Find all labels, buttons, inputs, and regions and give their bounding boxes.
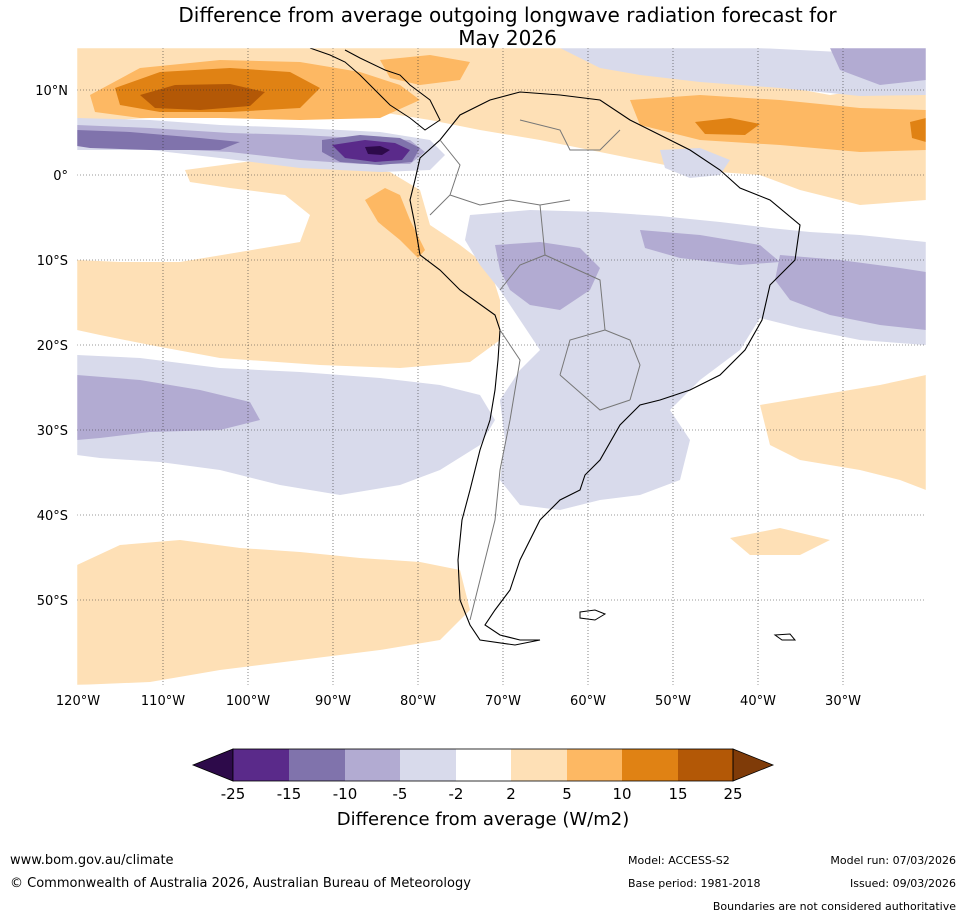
footer-issued: Issued: 09/03/2026 [849, 877, 956, 890]
colorbar-label: Difference from average (W/m2) [337, 809, 629, 830]
colorbar-extend-min [191, 748, 234, 782]
lon-label: 80°W [400, 694, 436, 709]
footer-model-run: Model run: 07/03/2026 [830, 854, 956, 867]
colorbar-swatch [567, 749, 622, 781]
contour-neg-25-colombia [365, 146, 390, 155]
title-line-1: Difference from average outgoing longwav… [178, 3, 837, 27]
colorbar-swatch [456, 749, 511, 781]
lat-label: 40°S [37, 509, 68, 524]
contour-pos-10-15-east [910, 118, 926, 142]
contour-pos-10-15-atlantic [695, 118, 760, 135]
footer-base-period: Base period: 1981-2018 [628, 877, 761, 890]
lat-label: 10°S [37, 254, 68, 269]
lon-label: 30°W [825, 694, 861, 709]
title-line-2: May 2026 [458, 26, 557, 50]
graticule [77, 48, 926, 685]
lon-label: 70°W [485, 694, 521, 709]
lat-label: 50°S [37, 594, 68, 609]
contour-pos-south-pacific [77, 540, 470, 685]
country-borders [429, 119, 641, 621]
map-frame [76, 47, 927, 686]
colorbar-tick: -5 [393, 785, 408, 803]
colorbar-swatch [345, 749, 400, 781]
colorbar-tick: -10 [333, 785, 358, 803]
contour-neg-5-10-brazil [495, 242, 600, 310]
lat-label: 30°S [37, 424, 68, 439]
contour-neg-10-15-itcz [77, 130, 240, 150]
contour-neg-5-10-atlantic [775, 255, 926, 330]
footer-copyright: © Commonwealth of Australia 2026, Austra… [10, 876, 471, 891]
contour-neg-5-10-pacific [77, 375, 260, 440]
lon-label: 110°W [141, 694, 185, 709]
colorbar-tick: 2 [506, 785, 516, 803]
colorbar: -25 -15 -10 -5 -2 2 5 10 15 25 Differenc… [191, 748, 775, 830]
colorbar-swatch [511, 749, 567, 781]
anomaly-contours [77, 48, 926, 685]
colorbar-tick: -25 [221, 785, 246, 803]
colorbar-swatch [622, 749, 678, 781]
lon-label: 40°W [740, 694, 776, 709]
chart-title: Difference from average outgoing longwav… [0, 4, 965, 50]
lat-label: 20°S [37, 339, 68, 354]
contour-pos-south-atlantic-2 [730, 528, 830, 555]
falkland-islands [579, 609, 607, 621]
colorbar-tick: -2 [449, 785, 464, 803]
colorbar-tick: 15 [668, 785, 687, 803]
colorbar-outline [232, 748, 734, 782]
colorbar-tick: 25 [723, 785, 742, 803]
contour-neg-atlantic-north [560, 48, 926, 96]
colorbar-swatch [289, 749, 345, 781]
colorbar-tick: -15 [277, 785, 302, 803]
south-georgia [773, 633, 797, 641]
contour-neg-5-10-atlantic-n [830, 48, 926, 85]
lon-label: 60°W [570, 694, 606, 709]
contour-pos-5-10-ecuador [365, 188, 425, 258]
central-america-coastline [309, 48, 441, 131]
contour-pos-15-25-north [140, 84, 265, 110]
lat-label: 10°N [35, 84, 68, 99]
lon-label: 100°W [226, 694, 270, 709]
contour-neg-atlantic-eq [660, 148, 730, 178]
lon-label: 50°W [655, 694, 691, 709]
colorbar-swatch [678, 749, 733, 781]
colorbar-extend-max [732, 748, 775, 782]
footer-disclaimer: Boundaries are not considered authoritat… [712, 900, 956, 913]
footer-model: Model: ACCESS-S2 [628, 854, 730, 867]
lat-label: 0° [53, 169, 68, 184]
colorbar-tick: 10 [612, 785, 631, 803]
latitude-labels: 10°N 0° 10°S 20°S 30°S 40°S 50°S [35, 84, 68, 609]
colorbar-tick: 5 [562, 785, 572, 803]
longitude-labels: 120°W 110°W 100°W 90°W 80°W 70°W 60°W 50… [56, 694, 861, 709]
colorbar-swatch [400, 749, 456, 781]
lon-label: 90°W [315, 694, 351, 709]
lon-label: 120°W [56, 694, 100, 709]
colorbar-swatch [233, 749, 289, 781]
contour-pos-5-10-atlantic [630, 95, 926, 152]
contour-neg-5-10-brazil-2 [640, 230, 780, 265]
footer-url[interactable]: www.bom.gov.au/climate [10, 853, 174, 868]
south-america-coastline [409, 91, 801, 646]
